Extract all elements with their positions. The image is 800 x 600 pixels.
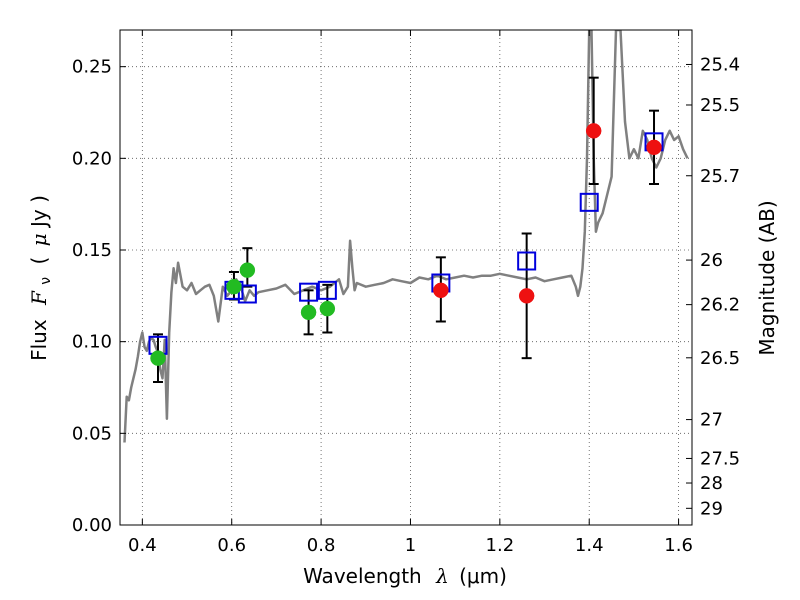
x-tick-label: 0.4 <box>128 535 157 556</box>
axis-ticks: 0.4 0.6 0.8 1 1.2 1.4 1.6 0.00 0.05 0.10 0.15 0.20 0… <box>72 30 740 556</box>
y2-tick-label: 26 <box>700 250 723 271</box>
y-tick-label: 0.15 <box>72 240 112 261</box>
model-flux-square <box>517 251 537 271</box>
y2-tick-label: 25.4 <box>700 54 740 75</box>
observed-flux-point <box>646 139 662 156</box>
model-flux-square <box>579 192 599 212</box>
y2-tick-label: 27 <box>700 410 723 431</box>
y2-tick-label: 26.2 <box>700 295 740 316</box>
observed-flux-point <box>150 350 166 366</box>
y-tick-label: 0.00 <box>72 515 112 536</box>
x-tick-label: 1.4 <box>575 535 604 556</box>
observed-flux-point <box>319 300 336 317</box>
y-tick-label: 0.05 <box>72 423 112 444</box>
model-flux-square <box>317 280 337 300</box>
y-tick-label: 0.25 <box>72 57 112 78</box>
observed-flux-point <box>300 304 317 321</box>
y2-tick-label: 25.7 <box>700 166 740 187</box>
observed-flux-point <box>226 278 242 295</box>
x-axis-label: Wavelength λ (μm) <box>303 564 507 588</box>
x-tick-label: 1 <box>405 535 416 556</box>
x-tick-label: 0.6 <box>217 535 246 556</box>
x-tick-label: 0.8 <box>307 535 336 556</box>
observed-flux-point <box>585 123 602 139</box>
y-tick-label: 0.10 <box>72 332 112 353</box>
y-axis-label: Flux F ν ( μ Jy ) <box>27 195 55 361</box>
y2-tick-label: 26.5 <box>700 348 740 369</box>
model-spectrum-line <box>123 30 689 443</box>
model-flux-square <box>237 284 257 304</box>
gridlines <box>120 30 692 526</box>
y2-axis-label: Magnitude (AB) <box>755 200 779 355</box>
plot-frame <box>119 29 693 526</box>
y2-tick-label: 27.5 <box>700 448 740 469</box>
plot-area <box>123 30 689 443</box>
y2-tick-label: 28 <box>700 473 723 494</box>
observed-flux-point <box>433 282 449 299</box>
x-tick-label: 1.2 <box>486 535 515 556</box>
y-tick-label: 0.20 <box>72 148 112 169</box>
y2-tick-label: 29 <box>700 498 723 519</box>
observed-flux-point <box>239 262 256 278</box>
y2-tick-label: 25.5 <box>700 95 740 116</box>
observed-flux-point <box>518 288 535 304</box>
x-tick-label: 1.6 <box>664 535 693 556</box>
model-flux-square <box>299 282 319 302</box>
